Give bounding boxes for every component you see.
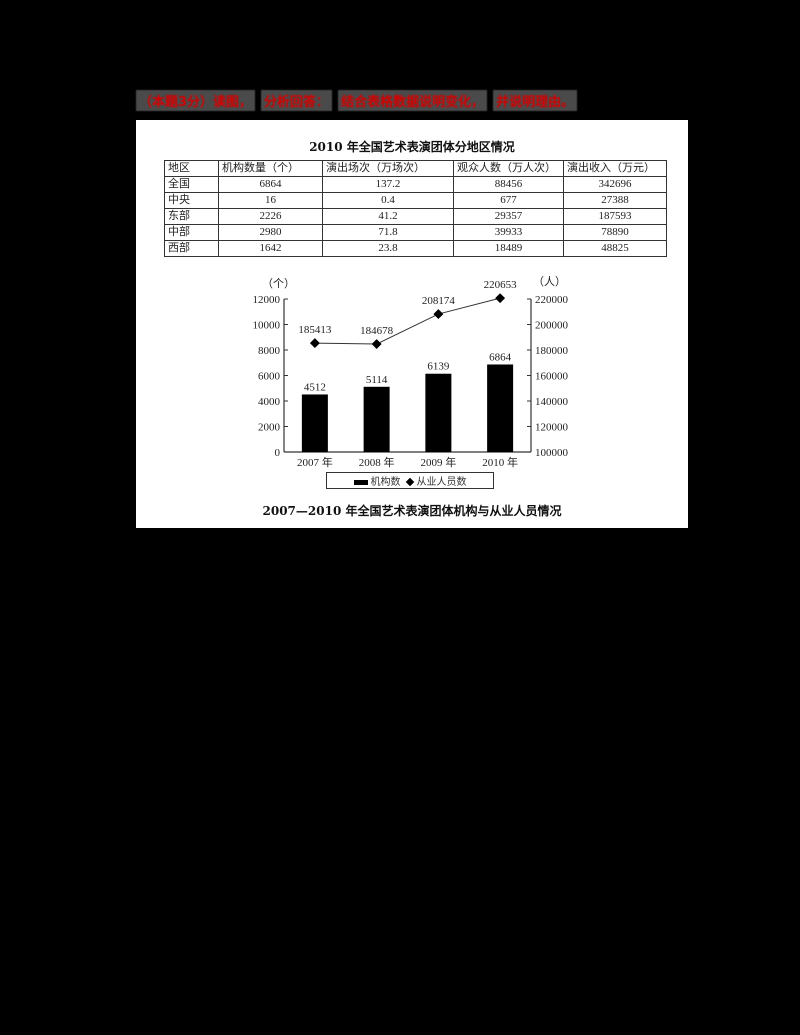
- right-tick-label: 200000: [535, 320, 569, 332]
- region-table: 地区 机构数量（个） 演出场次（万场次） 观众人数（万人次） 演出收入（万元） …: [164, 160, 667, 257]
- left-tick-label: 10000: [253, 320, 281, 332]
- left-tick-label: 2000: [258, 422, 281, 434]
- table-cell: 41.2: [322, 208, 454, 225]
- bar-value-label: 6139: [427, 361, 450, 373]
- header-cell: 机构数量（个）: [218, 160, 323, 177]
- legend-label: 机构数: [370, 477, 401, 488]
- instruction-segment: 并说明理由。: [493, 89, 578, 111]
- diamond-marker-icon: [433, 309, 444, 320]
- bar-value-label: 4512: [304, 381, 326, 393]
- header-cell: 演出场次（万场次）: [322, 160, 454, 177]
- table-title: 2010 年全国艺术表演团体分地区情况: [309, 140, 515, 154]
- table-cell: 2226: [218, 208, 323, 225]
- table-cell: 全国: [164, 176, 219, 193]
- bar-value-label: 6864: [489, 351, 512, 363]
- line-value-label: 184678: [360, 325, 394, 337]
- bar-swatch-icon: [353, 480, 368, 485]
- bar-value-label: 5114: [366, 374, 388, 386]
- table-header-row: 地区 机构数量（个） 演出场次（万场次） 观众人数（万人次） 演出收入（万元）: [164, 160, 667, 177]
- table-row: 东部 2226 41.2 29357 187593: [164, 208, 667, 225]
- right-tick-label: 100000: [535, 447, 569, 459]
- left-tick-label: 4000: [258, 396, 281, 408]
- legend-item-bar: 机构数: [353, 473, 401, 488]
- diamond-marker-icon: [309, 338, 320, 349]
- instruction-text: （本题3分）读图， 分析回答： 结合表格数据说明变化， 并说明理由。: [136, 89, 578, 111]
- table-row: 中部 2980 71.8 39933 78890: [164, 224, 667, 241]
- x-tick-label: 2010 年: [482, 455, 518, 469]
- left-tick-label: 12000: [253, 294, 281, 306]
- diamond-marker-icon: [405, 477, 414, 487]
- right-tick-label: 120000: [535, 422, 569, 434]
- legend-label: 从业人员数: [416, 477, 467, 488]
- table-cell: 1642: [218, 240, 323, 257]
- combo-chart: （个） （人） 0 2000 4000 6000 8000 10000 12000 100000 1…: [253, 275, 569, 469]
- staff-line: [314, 297, 501, 345]
- left-tick-label: 0: [275, 447, 281, 459]
- line-value-label: 208174: [422, 295, 456, 307]
- instruction-segment: 分析回答：: [261, 89, 333, 111]
- bar: [301, 394, 328, 452]
- x-tick-label: 2009 年: [421, 455, 457, 469]
- diamond-marker-icon: [371, 339, 382, 349]
- table-row: 中央 16 0.4 677 27388: [164, 192, 667, 209]
- table-cell: 中部: [164, 224, 219, 241]
- right-tick-label: 220000: [535, 294, 569, 306]
- table-cell: 29357: [453, 208, 564, 225]
- table-row: 西部 1642 23.8 18489 48825: [164, 240, 667, 257]
- left-tick-label: 8000: [258, 345, 281, 357]
- bar: [487, 364, 514, 452]
- x-tick-label: 2007 年: [297, 455, 333, 469]
- chart-title: 2007—2010 年全国艺术表演团体机构与从业人员情况: [262, 504, 562, 518]
- instruction-segment: 结合表格数据说明变化，: [338, 89, 488, 111]
- bar: [425, 373, 452, 452]
- right-tick-label: 180000: [535, 345, 569, 357]
- svg-text:（个）: （个）: [262, 277, 295, 290]
- left-tick-label: 6000: [258, 371, 281, 383]
- chart-plot: （个） （人） 0 2000 4000 6000 8000 10000 12000 100000 1…: [253, 275, 569, 469]
- instruction-segment: （本题3分）读图，: [136, 89, 256, 111]
- line-value-label: 220653: [484, 279, 518, 291]
- line-value-label: 185413: [298, 324, 332, 336]
- svg-text:（人）: （人）: [533, 275, 566, 288]
- table-cell: 48825: [563, 240, 667, 257]
- table-cell: 137.2: [322, 176, 454, 193]
- bar: [363, 386, 390, 452]
- figure-panel: 2010 年全国艺术表演团体分地区情况 地区 机构数量（个） 演出场次（万场次）…: [136, 120, 688, 528]
- diamond-marker-icon: [495, 293, 506, 304]
- x-tick-label: 2008 年: [359, 455, 395, 469]
- right-tick-label: 140000: [535, 396, 569, 408]
- right-tick-label: 160000: [535, 371, 569, 383]
- table-cell: 西部: [164, 240, 219, 257]
- chart-legend: 机构数 从业人员数: [326, 472, 494, 489]
- legend-item-line: 从业人员数: [405, 473, 467, 488]
